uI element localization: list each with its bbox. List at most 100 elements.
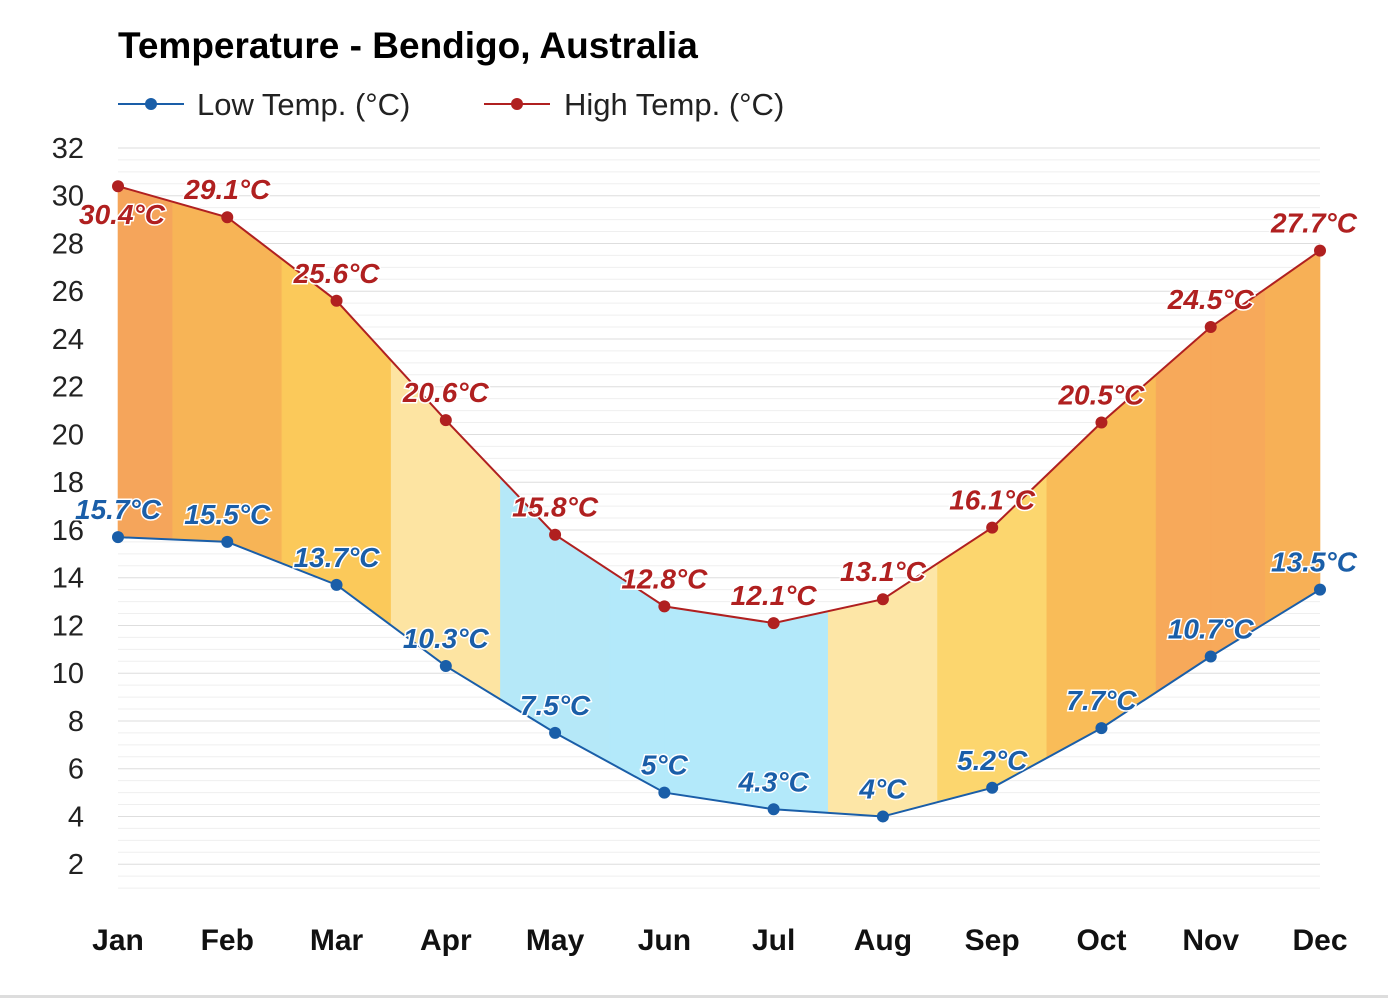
band-sep [991,474,1048,789]
band-jan [117,185,173,540]
low-point-sep[interactable] [986,781,999,794]
low-point-apr[interactable] [439,660,452,673]
band-apr [445,419,501,701]
high-label-oct: 20.5°C [1057,380,1145,411]
x-tick-label: Nov [1182,924,1239,957]
y-tick-label: 14 [52,563,84,595]
x-tick-label: Aug [854,924,912,957]
band-mar [281,258,337,586]
low-label-jul: 4.3°C [737,766,809,797]
y-tick-label: 22 [52,372,84,404]
high-label-aug: 13.1°C [840,556,927,587]
x-tick-label: May [526,924,585,957]
high-label-jun: 12.8°C [621,563,708,594]
x-tick-label: Sep [965,924,1020,957]
high-point-mar[interactable] [330,294,343,307]
series-points [112,180,1326,823]
high-point-sep[interactable] [986,521,999,534]
chart-title: Temperature - Bendigo, Australia [118,25,698,66]
high-point-aug[interactable] [876,593,889,606]
low-label-aug: 4°C [858,773,907,804]
legend-label-low: Low Temp. (°C) [197,87,410,122]
low-label-jun: 5°C [641,750,689,781]
y-tick-label: 32 [52,133,84,165]
series-lines [117,185,1321,818]
high-point-oct[interactable] [1095,416,1108,429]
legend-item-low[interactable]: Low Temp. (°C) [118,87,410,122]
high-point-feb[interactable] [221,211,234,224]
y-tick-label: 4 [68,801,84,833]
low-label-feb: 15.5°C [184,499,271,530]
y-tick-label: 12 [52,610,84,642]
x-axis: Jan Feb Mar Apr May Jun Jul Aug Sep Oct Nov Dec [92,924,1347,957]
y-tick-label: 6 [68,754,84,786]
band-mar [336,300,392,627]
x-tick-label: Oct [1076,924,1126,957]
band-may [554,534,611,764]
y-tick-label: 26 [52,276,84,308]
low-point-may[interactable] [549,726,562,739]
legend-item-high[interactable]: High Temp. (°C) [484,87,784,122]
x-tick-label: Dec [1292,924,1347,957]
y-tick-label: 20 [52,419,84,451]
low-label-oct: 7.7°C [1066,685,1137,716]
low-point-feb[interactable] [221,535,234,548]
high-point-jan[interactable] [112,180,124,193]
high-label-jul: 12.1°C [731,580,818,611]
range-bands [117,185,1321,817]
high-point-may[interactable] [549,528,562,541]
high-label-apr: 20.6°C [402,377,490,408]
low-label-jan: 15.7°C [75,494,162,525]
y-tick-label: 28 [52,228,84,260]
y-tick-label: 16 [52,515,84,547]
low-point-nov[interactable] [1204,650,1217,663]
y-tick-label: 10 [52,658,84,690]
low-label-apr: 10.3°C [403,623,490,654]
high-label-may: 15.8°C [512,492,599,523]
x-tick-label: Jul [752,924,795,957]
low-label-nov: 10.7°C [1168,613,1255,644]
high-label-nov: 24.5°C [1167,284,1255,315]
low-point-mar[interactable] [330,578,343,591]
low-point-jul[interactable] [767,803,780,816]
y-tick-label: 30 [52,181,84,213]
low-point-jun[interactable] [658,786,671,799]
low-label-may: 7.5°C [520,690,591,721]
x-tick-label: Mar [310,924,364,957]
legend: Low Temp. (°C) High Temp. (°C) [118,87,784,122]
x-tick-label: Apr [420,924,472,957]
high-label-jan: 30.4°C [79,199,166,230]
band-feb [172,201,228,543]
high-point-jul[interactable] [767,617,780,630]
x-tick-label: Jan [92,924,144,957]
low-point-aug[interactable] [876,810,889,823]
high-point-dec[interactable] [1314,244,1326,257]
low-point-oct[interactable] [1095,722,1108,735]
band-nov [1210,288,1266,658]
high-point-jun[interactable] [658,600,671,613]
high-label-feb: 29.1°C [183,174,271,205]
low-label-mar: 13.7°C [294,542,381,573]
low-temp-line [117,536,1321,818]
x-tick-label: Feb [201,924,254,957]
y-tick-label: 2 [68,849,84,881]
high-label-mar: 25.6°C [293,258,381,289]
band-oct [1101,374,1157,729]
high-point-nov[interactable] [1204,321,1217,334]
y-tick-label: 8 [68,706,84,738]
y-tick-label: 18 [52,467,84,499]
high-label-dec: 27.7°C [1270,208,1358,239]
high-temp-line [117,185,1321,625]
x-tick-label: Jun [638,924,691,957]
low-label-dec: 13.5°C [1271,547,1358,578]
y-tick-label: 24 [52,324,84,356]
low-label-sep: 5.2°C [957,745,1028,776]
high-point-apr[interactable] [439,414,452,427]
high-label-sep: 16.1°C [949,485,1036,516]
bottom-divider [0,995,1388,998]
low-point-dec[interactable] [1314,583,1326,596]
low-point-jan[interactable] [112,531,124,544]
legend-label-high: High Temp. (°C) [564,87,784,122]
